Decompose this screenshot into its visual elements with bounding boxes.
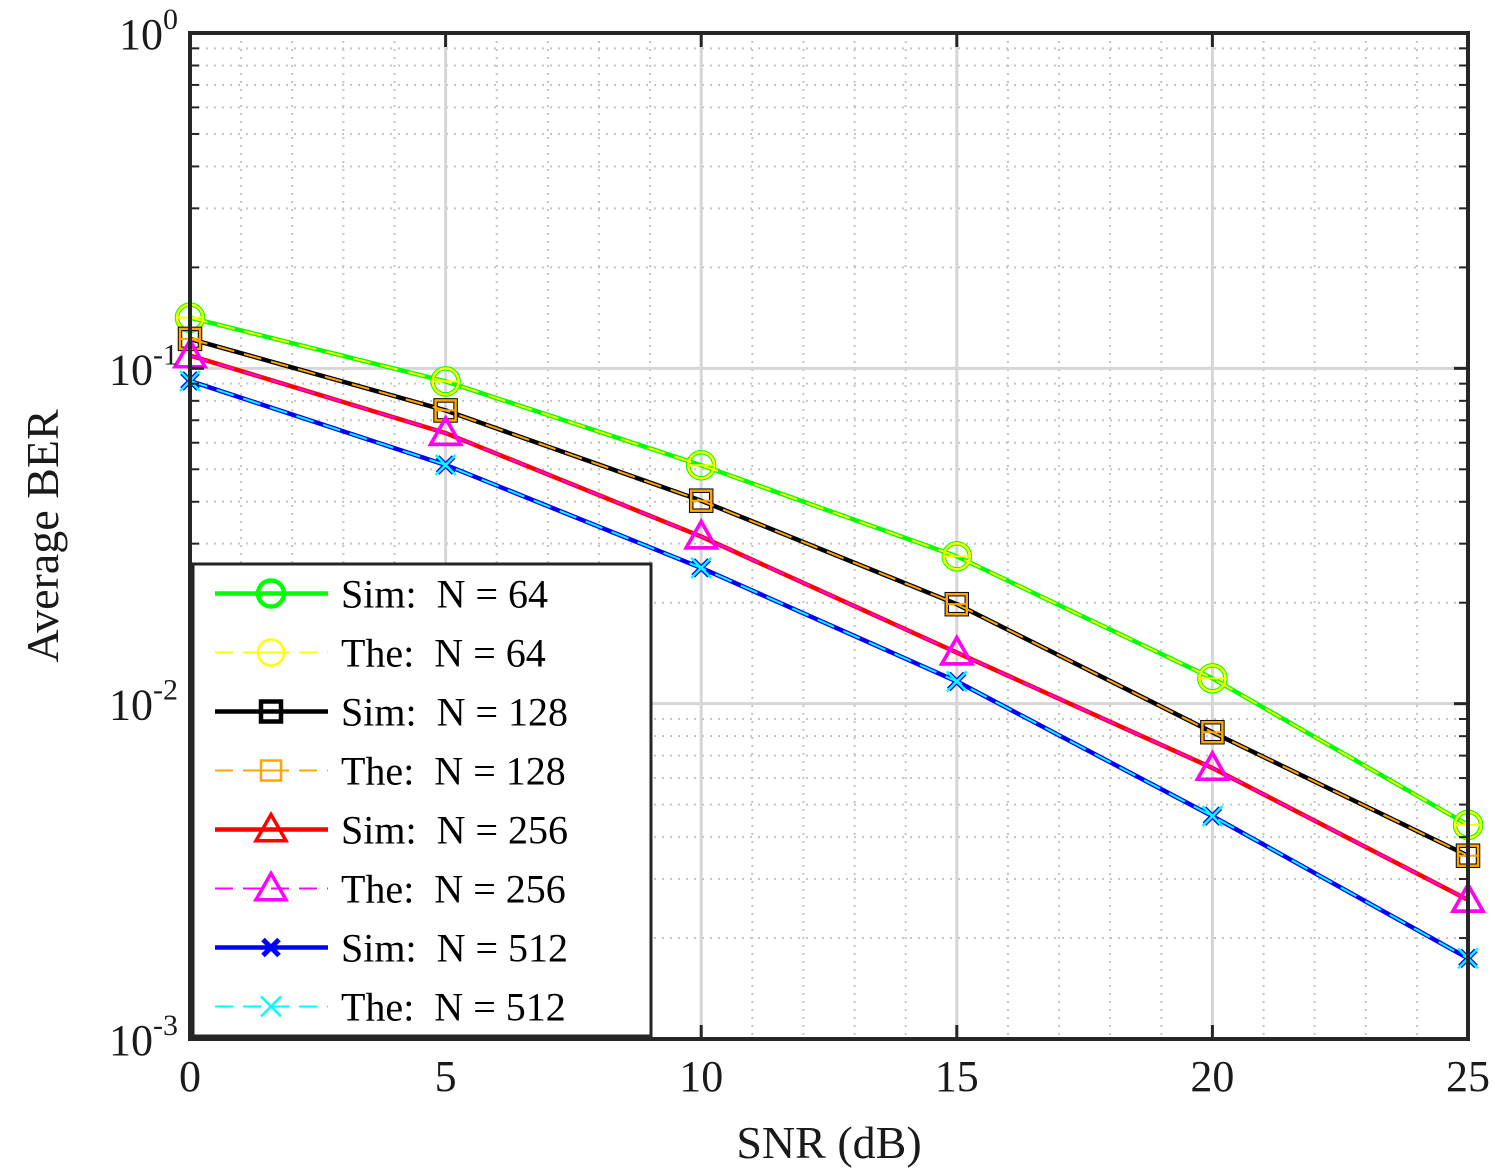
legend-label: The: N = 128 bbox=[341, 749, 566, 794]
minor-grid bbox=[190, 33, 1468, 1039]
legend-marker bbox=[258, 699, 284, 724]
y-tick-label: 10-3 bbox=[109, 1009, 178, 1065]
legend-marker bbox=[252, 810, 290, 843]
legend-marker bbox=[252, 869, 290, 902]
y-tick-label: 10-1 bbox=[109, 338, 178, 394]
legend-entry: Sim: N = 128 bbox=[215, 690, 568, 735]
x-tick-label: 10 bbox=[679, 1052, 723, 1101]
data-point-series-6 bbox=[427, 414, 464, 447]
x-tick-label: 25 bbox=[1446, 1052, 1490, 1101]
legend-entry: Sim: N = 256 bbox=[215, 808, 568, 853]
legend-entry: The: N = 64 bbox=[215, 631, 546, 676]
legend: Sim: N = 64 The: N = 64 Sim: N = 128 The: N… bbox=[191, 562, 653, 1038]
legend-label: Sim: N = 256 bbox=[341, 808, 568, 853]
legend-label: Sim: N = 512 bbox=[341, 926, 568, 971]
data-point-series-2 bbox=[686, 451, 716, 480]
legend-marker bbox=[260, 995, 282, 1018]
legend-marker bbox=[259, 759, 283, 782]
y-tick-label: 100 bbox=[119, 3, 178, 59]
legend-label: The: N = 256 bbox=[341, 867, 566, 912]
data-point-series-2 bbox=[431, 367, 460, 396]
data-point-series-6 bbox=[1194, 749, 1231, 781]
series-line-4 bbox=[189, 337, 1469, 857]
legend-marker bbox=[261, 937, 281, 958]
legend-entry: The: N = 256 bbox=[215, 867, 566, 912]
legend-label: The: N = 64 bbox=[341, 631, 546, 676]
legend-label: The: N = 512 bbox=[341, 985, 566, 1030]
data-point-series-8 bbox=[690, 557, 713, 579]
data-point-series-2 bbox=[1198, 664, 1227, 693]
y-axis-title: Average BER bbox=[17, 409, 68, 663]
data-point-series-2 bbox=[942, 542, 972, 571]
data-point-series-8 bbox=[945, 670, 968, 693]
legend-marker bbox=[255, 578, 287, 609]
x-axis-title: SNR (dB) bbox=[736, 1117, 921, 1168]
x-tick-label: 15 bbox=[935, 1052, 979, 1101]
legend-label: Sim: N = 64 bbox=[341, 572, 548, 617]
x-tick-label: 0 bbox=[179, 1052, 201, 1101]
data-point-series-8 bbox=[1201, 805, 1224, 828]
data-point-series-4 bbox=[689, 489, 713, 512]
series-layer bbox=[171, 302, 1487, 970]
series-line-2 bbox=[189, 316, 1469, 826]
axis-ticks bbox=[188, 31, 1470, 1041]
legend-box bbox=[191, 562, 653, 1038]
data-point-series-6 bbox=[683, 518, 720, 550]
legend-entry: The: N = 512 bbox=[215, 985, 566, 1030]
legend-label: Sim: N = 128 bbox=[341, 690, 568, 735]
y-tick-labels: 100 10-1 10-2 10-3 bbox=[109, 3, 178, 1065]
x-tick-label: 20 bbox=[1190, 1052, 1234, 1101]
series-line-6 bbox=[189, 354, 1469, 901]
legend-entry: Sim: N = 512 bbox=[215, 926, 568, 971]
series-line-8 bbox=[189, 380, 1469, 960]
plot-frame bbox=[188, 31, 1470, 1041]
x-tick-labels: 0 5 10 15 20 25 bbox=[179, 1052, 1490, 1101]
legend-entry: The: N = 128 bbox=[215, 749, 566, 794]
data-point-series-8 bbox=[434, 454, 457, 476]
data-point-series-4 bbox=[1201, 720, 1224, 744]
legend-entry: Sim: N = 64 bbox=[215, 572, 548, 617]
data-point-series-4 bbox=[945, 592, 969, 616]
legend-marker bbox=[256, 638, 286, 667]
y-tick-label: 10-2 bbox=[109, 674, 178, 730]
data-point-series-6 bbox=[938, 634, 975, 666]
x-tick-label: 5 bbox=[435, 1052, 457, 1101]
